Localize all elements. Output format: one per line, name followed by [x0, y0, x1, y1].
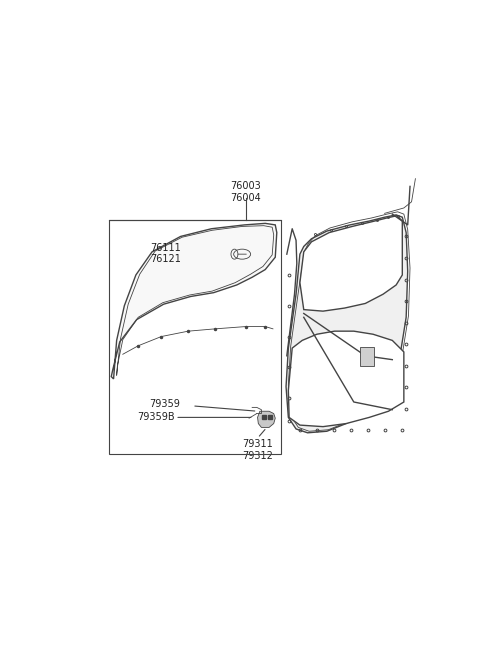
Text: 76111
76121: 76111 76121 [150, 242, 180, 264]
Text: 79359: 79359 [150, 398, 180, 409]
Polygon shape [111, 223, 277, 379]
Text: 76003
76004: 76003 76004 [230, 181, 262, 202]
Polygon shape [300, 215, 402, 311]
Polygon shape [286, 215, 408, 433]
Bar [360, 346, 374, 365]
Bar [109, 219, 281, 455]
Text: 79359B: 79359B [138, 413, 175, 422]
Polygon shape [288, 331, 404, 426]
Polygon shape [258, 411, 275, 428]
Text: 79311
79312: 79311 79312 [242, 439, 273, 460]
